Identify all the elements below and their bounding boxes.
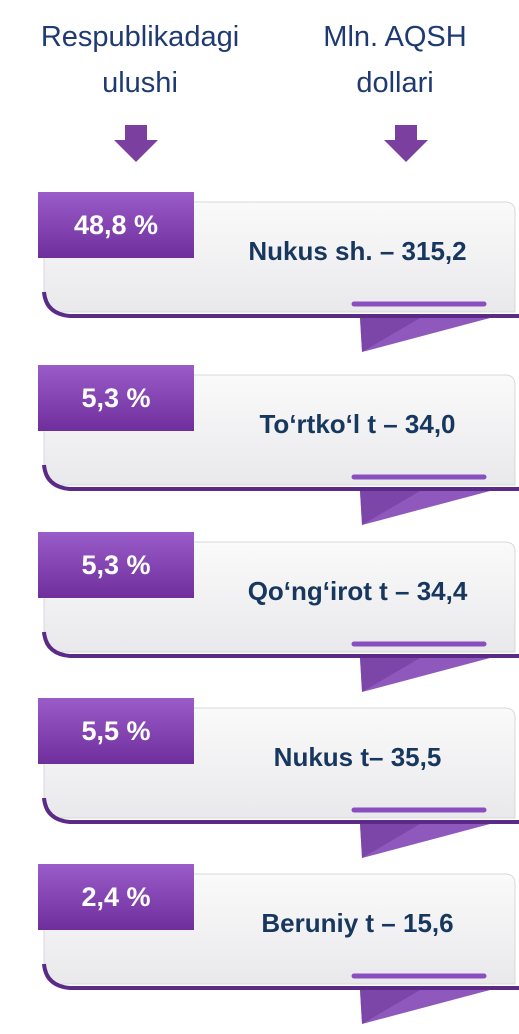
card-label: Nukus sh. – 315,2 (248, 235, 467, 266)
fold-shade (360, 824, 420, 858)
percent-tag: 48,8 % (38, 192, 194, 258)
card-underline (42, 464, 519, 491)
arrow-down (384, 125, 428, 162)
arrow-down (114, 125, 158, 162)
header-share: Respublikadagi ulushi (40, 21, 240, 99)
percent-tag: 5,3 % (38, 365, 194, 431)
card-underline (42, 797, 519, 824)
header-value: Mln. AQSH dollari (323, 21, 467, 99)
fold-shade (360, 491, 420, 525)
card: 5,5 % Nukus t– 35,5 (0, 698, 519, 868)
percent-tag: 5,5 % (38, 698, 194, 764)
percent-tag: 5,3 % (38, 532, 194, 598)
card-label: To‘rtko‘l t – 34,0 (259, 408, 456, 439)
card: 48,8 % Nukus sh. – 315,2 (0, 192, 519, 362)
card-label: Nukus t– 35,5 (273, 741, 442, 772)
card: 5,3 % To‘rtko‘l t – 34,0 (0, 365, 519, 535)
card-underline (42, 291, 519, 318)
card-label: Qo‘ng‘irot t – 34,4 (247, 575, 468, 606)
card: 2,4 % Beruniy t – 15,6 (0, 864, 519, 1034)
card-label: Beruniy t – 15,6 (261, 907, 454, 938)
fold-shade (360, 658, 420, 692)
card-underline (42, 963, 519, 990)
fold-shade (360, 990, 420, 1024)
arrows (114, 125, 428, 162)
fold-shade (360, 318, 420, 352)
card: 5,3 % Qo‘ng‘irot t – 34,4 (0, 532, 519, 702)
card-underline (42, 631, 519, 658)
percent-tag: 2,4 % (38, 864, 194, 930)
